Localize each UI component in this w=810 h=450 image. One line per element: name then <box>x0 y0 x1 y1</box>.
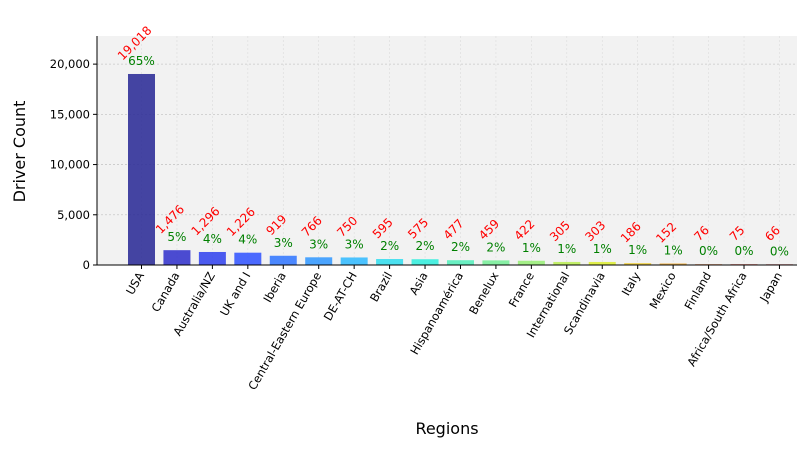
percent-label: 0% <box>734 244 753 258</box>
bar <box>128 73 155 266</box>
x-tick-label: Benelux <box>466 269 502 317</box>
percent-label: 65% <box>128 54 155 68</box>
x-tick-label: USA <box>123 269 147 297</box>
bar <box>482 260 510 265</box>
y-tick-label: 20,000 <box>50 57 90 71</box>
x-tick-label: DE-AT-CH <box>321 270 360 324</box>
percent-label: 1% <box>593 242 612 256</box>
percent-label: 3% <box>345 237 364 251</box>
bar <box>588 261 616 265</box>
bar <box>340 257 368 265</box>
bar <box>517 260 545 265</box>
bar <box>411 259 439 265</box>
x-tick-label: Italy <box>619 269 644 298</box>
bar <box>234 252 262 265</box>
percent-label: 2% <box>380 239 399 253</box>
percent-label: 3% <box>274 236 293 250</box>
percent-label: 1% <box>557 242 576 256</box>
percent-label: 3% <box>309 237 328 251</box>
bar <box>446 260 474 265</box>
percent-label: 2% <box>416 239 435 253</box>
percent-label: 1% <box>664 243 683 257</box>
bars-group <box>128 73 793 266</box>
percent-label: 1% <box>628 243 647 257</box>
bar <box>624 263 652 265</box>
percent-label: 0% <box>699 244 718 258</box>
percent-label: 2% <box>486 240 505 254</box>
y-ticks: 0 5,000 10,000 15,000 20,000 <box>50 57 97 272</box>
percent-label: 0% <box>770 244 789 258</box>
x-tick-label: Iberia <box>260 270 288 305</box>
x-tick-label: UK and I <box>217 270 253 319</box>
bar <box>553 261 581 265</box>
x-tick-label: Japan <box>756 270 785 306</box>
x-tick-label: Brazil <box>367 270 395 305</box>
x-tick-label: Canada <box>149 270 183 315</box>
bar <box>659 263 687 265</box>
y-axis-title: Driver Count <box>10 101 29 203</box>
x-tick-label: Central-Eastern Europe <box>245 270 324 393</box>
x-tick-label: France <box>506 270 537 310</box>
x-tick-label: Asia <box>406 270 430 298</box>
bar <box>376 259 404 265</box>
percent-label: 4% <box>238 233 257 247</box>
plot-area <box>97 36 797 265</box>
bar <box>198 251 226 265</box>
gridlines <box>97 36 797 265</box>
percent-label: 4% <box>203 232 222 246</box>
x-tick-label: Mexico <box>647 270 679 312</box>
y-tick-label: 0 <box>83 258 90 272</box>
y-tick-label: 15,000 <box>50 107 90 121</box>
axes <box>96 36 797 266</box>
bar <box>305 257 333 265</box>
bar <box>163 250 191 265</box>
percent-label: 5% <box>167 230 186 244</box>
y-tick-label: 5,000 <box>57 208 90 222</box>
y-tick-label: 10,000 <box>50 158 90 172</box>
bar <box>269 255 297 265</box>
percent-label: 2% <box>451 240 470 254</box>
percent-label: 1% <box>522 241 541 255</box>
x-tick-label: Finland <box>682 270 715 313</box>
x-axis-title: Regions <box>415 419 478 438</box>
